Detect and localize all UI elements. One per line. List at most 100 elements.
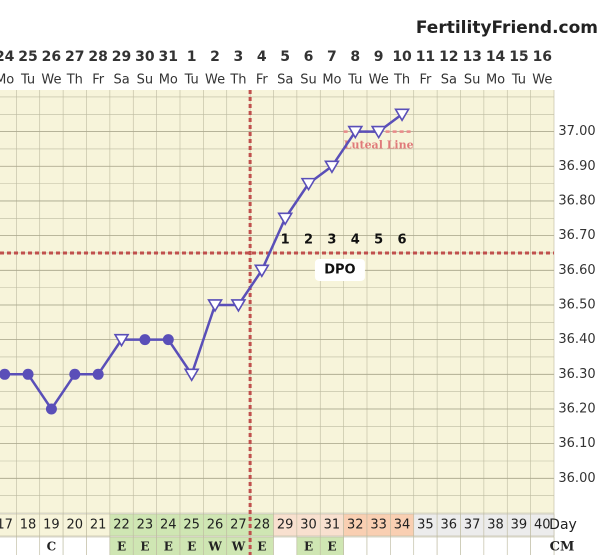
cm-label: E <box>140 540 149 554</box>
weekday-label: Sa <box>277 73 293 88</box>
weekday-label: Mo <box>322 73 341 88</box>
cm-cell <box>413 536 438 555</box>
dpo-number: 6 <box>398 232 407 247</box>
y-tick-label: 36.60 <box>558 263 595 278</box>
temperature-point <box>253 264 270 278</box>
cycle-day-label: 37 <box>464 518 481 533</box>
temperature-point <box>162 334 174 346</box>
date-label: 13 <box>462 49 481 65</box>
cm-label: E <box>164 540 173 554</box>
cm-cell <box>436 536 461 555</box>
temperature-point <box>277 212 294 226</box>
cycle-day-label: 34 <box>394 518 411 533</box>
date-label: 27 <box>65 49 84 65</box>
cycle-day-label: 30 <box>300 518 317 533</box>
weekday-label: Mo <box>159 73 178 88</box>
weekday-label: Fr <box>256 73 269 88</box>
date-label: 10 <box>392 49 412 65</box>
cycle-day-label: 40 <box>534 518 551 533</box>
weekday-label: Th <box>393 73 410 88</box>
cycle-day-label: 21 <box>90 518 107 533</box>
cm-label: W <box>231 540 246 554</box>
weekday-label: Tu <box>347 73 362 88</box>
y-tick-label: 36.80 <box>558 193 595 208</box>
cycle-day-label: 25 <box>183 518 200 533</box>
temperature-point <box>324 160 340 174</box>
y-tick-label: 36.30 <box>558 367 595 382</box>
date-label: 26 <box>42 49 61 65</box>
y-tick-label: 37.00 <box>558 124 595 139</box>
site-title: FertilityFriend.com <box>416 18 598 38</box>
dpo-box <box>314 258 365 281</box>
temperature-point <box>113 333 130 348</box>
date-label: 3 <box>234 49 244 65</box>
cycle-day-label: 18 <box>20 518 37 533</box>
y-tick-label: 36.20 <box>558 401 595 416</box>
y-tick-label: 36.70 <box>558 228 595 243</box>
weekday-label: Th <box>229 73 246 88</box>
temperature-point <box>92 368 104 380</box>
y-tick-label: 36.50 <box>558 297 595 312</box>
cm-cell <box>483 536 508 555</box>
temperature-point <box>45 403 57 415</box>
y-tick-label: 36.40 <box>558 332 595 347</box>
weekday-label: Fr <box>419 73 432 88</box>
temperature-point <box>347 125 364 140</box>
date-label: 5 <box>280 49 290 65</box>
cycle-day-label: 22 <box>113 518 130 533</box>
cycle-day-label: 24 <box>160 518 177 533</box>
dpo-number: 4 <box>351 232 360 247</box>
weekday-label: Sa <box>113 73 129 88</box>
weekday-label: We <box>532 73 552 88</box>
weekday-label: Mo <box>486 73 505 88</box>
cm-cell <box>506 536 531 555</box>
date-label: 4 <box>257 49 267 65</box>
weekday-label: Sa <box>441 73 457 88</box>
cycle-day-label: 38 <box>487 518 504 533</box>
cm-label: E <box>257 540 266 554</box>
cm-label: E <box>304 540 313 554</box>
dpo-number: 3 <box>327 232 336 247</box>
cm-cell <box>460 536 485 555</box>
cm-label: E <box>187 540 196 554</box>
cycle-day-label: 39 <box>511 518 528 533</box>
cycle-day-label: 27 <box>230 518 247 533</box>
date-label: 7 <box>327 49 337 65</box>
weekday-label: Mo <box>0 73 14 88</box>
y-tick-label: 36.90 <box>558 159 595 174</box>
weekday-label: We <box>369 73 389 88</box>
cycle-day-label: 17 <box>0 518 13 533</box>
weekday-label: We <box>41 73 61 88</box>
date-label: 28 <box>88 49 107 65</box>
weekday-label: Tu <box>184 73 199 88</box>
temperature-point <box>230 299 247 313</box>
weekday-label: Th <box>66 73 83 88</box>
cycle-day-label: 20 <box>67 518 84 533</box>
weekday-label: Su <box>137 73 154 88</box>
dpo-label: DPO <box>324 262 355 277</box>
cycle-day-label: 35 <box>417 518 434 533</box>
y-tick-label: 36.10 <box>558 436 595 451</box>
date-label: 9 <box>374 49 384 65</box>
cm-label: W <box>207 540 222 554</box>
cm-row-label: CM <box>550 540 575 555</box>
cycle-day-label: 32 <box>347 518 364 533</box>
cycle-day-label: 28 <box>254 518 271 533</box>
day-cell <box>530 513 555 537</box>
cm-cell <box>273 536 298 555</box>
temperature-point <box>300 177 317 192</box>
date-label: 1 <box>187 49 197 65</box>
temperature-point <box>183 368 200 382</box>
cycle-day-label: 19 <box>43 518 60 533</box>
weekday-label: Tu <box>20 73 35 88</box>
cm-cell <box>16 536 41 555</box>
y-tick-label: 36.00 <box>558 471 595 486</box>
temperature-point <box>22 368 34 380</box>
date-label: 2 <box>210 49 220 65</box>
cm-label: E <box>117 540 126 554</box>
cycle-day-label: 36 <box>441 518 458 533</box>
temperature-point <box>207 299 223 313</box>
cm-label: C <box>47 540 57 554</box>
cm-label: E <box>327 540 336 554</box>
